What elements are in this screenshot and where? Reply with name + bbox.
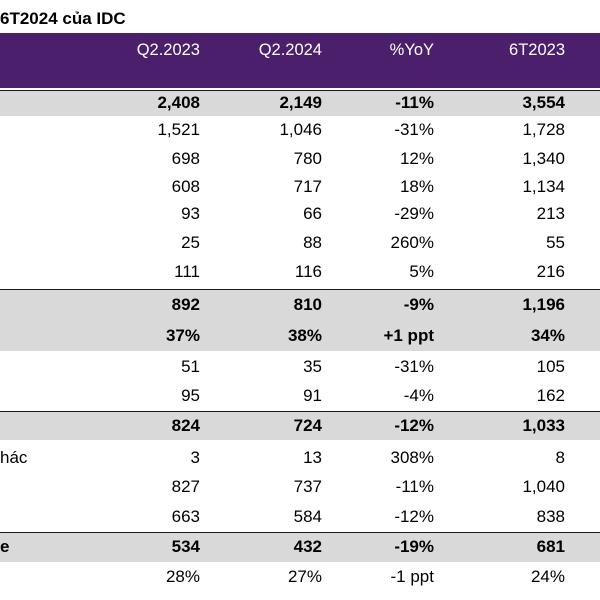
table-cell: 681 xyxy=(536,537,565,556)
table-cell: 308% xyxy=(390,448,434,467)
table-cell: 162 xyxy=(536,386,565,405)
table-cell: -29% xyxy=(394,204,434,223)
table-row: 827 737 -11% 1,040 xyxy=(0,473,600,500)
table-cell: 737 xyxy=(293,477,322,496)
table-cell: 3 xyxy=(190,448,200,467)
table-row: 698 780 12% 1,340 xyxy=(0,145,600,172)
table-cell: 432 xyxy=(293,537,322,556)
table-cell: -9% xyxy=(403,295,434,314)
table-divider xyxy=(0,289,600,290)
table-cell: 717 xyxy=(293,177,322,196)
table-cell: 698 xyxy=(171,149,200,168)
table-cell: 534 xyxy=(171,537,200,556)
header-cell-2: %YoY xyxy=(389,41,434,59)
table-row: 892 810 -9% 1,196 xyxy=(0,290,600,320)
table-cell: -11% xyxy=(395,93,434,112)
table-row: 111 116 5% 216 xyxy=(0,258,600,285)
table-cell: -19% xyxy=(394,537,434,556)
table-cell: 51 xyxy=(181,357,200,376)
table-cell: 2,408 xyxy=(157,93,200,112)
table-cell: 1,134 xyxy=(522,177,565,196)
table-cell: -12% xyxy=(394,416,434,435)
table-divider xyxy=(0,411,600,412)
table-row: 663 584 -12% 838 xyxy=(0,503,600,530)
header-cell-1: Q2.2024 xyxy=(258,41,322,59)
table-cell: 824 xyxy=(171,416,200,435)
table-cell: 5% xyxy=(409,262,434,281)
table-cell: 1,046 xyxy=(279,120,322,139)
table-cell: 34% xyxy=(530,326,565,345)
table-cell: 892 xyxy=(171,295,200,314)
table-row: 28% 27% -1 ppt 24% xyxy=(0,563,600,591)
table-row: 25 88 260% 55 xyxy=(0,229,600,256)
table-cell: 38% xyxy=(287,326,322,345)
table-cell: -11% xyxy=(395,477,434,496)
table-cell: 24% xyxy=(530,567,565,586)
table-row: 1,521 1,046 -31% 1,728 xyxy=(0,117,600,143)
table-cell: 810 xyxy=(293,295,322,314)
table-row: 824 724 -12% 1,033 xyxy=(0,411,600,440)
table-cell: 2,149 xyxy=(279,93,322,112)
row-label: hác xyxy=(0,448,28,467)
table-cell: -4% xyxy=(403,386,434,405)
table-cell: 838 xyxy=(536,507,565,526)
table-cell: 1,340 xyxy=(522,149,565,168)
table-cell: 28% xyxy=(165,567,200,586)
table-cell: 18% xyxy=(399,177,434,196)
table-cell: 91 xyxy=(303,386,322,405)
table-row: 608 717 18% 1,134 xyxy=(0,174,600,200)
table-title: 6T2024 của IDC xyxy=(0,9,126,28)
table-row: 2,408 2,149 -11% 3,554 xyxy=(0,90,600,116)
table-cell: 12% xyxy=(399,149,434,168)
table-row: e 534 432 -19% 681 xyxy=(0,532,600,562)
table-cell: 260% xyxy=(390,233,434,252)
table-cell: 216 xyxy=(536,262,565,281)
table-cell: 95 xyxy=(181,386,200,405)
table-cell: 1,196 xyxy=(522,295,565,314)
table-row: 95 91 -4% 162 xyxy=(0,383,600,409)
table-cell: 55 xyxy=(546,233,565,252)
table-cell: 27% xyxy=(287,567,322,586)
table-row: hác 3 13 308% 8 xyxy=(0,444,600,471)
table-cell: 584 xyxy=(293,507,322,526)
table-cell: 1,033 xyxy=(522,416,565,435)
table-divider xyxy=(0,90,600,91)
table-cell: +1 ppt xyxy=(383,326,434,345)
table-cell: 66 xyxy=(303,204,322,223)
table-header: Q2.2023 Q2.2024 %YoY 6T2023 xyxy=(0,33,600,88)
table-cell: 37% xyxy=(165,326,200,345)
table-row: 93 66 -29% 213 xyxy=(0,201,600,227)
table-cell: 35 xyxy=(303,357,322,376)
table-cell: 780 xyxy=(293,149,322,168)
table-cell: -12% xyxy=(394,507,434,526)
table-row: 37% 38% +1 ppt 34% xyxy=(0,320,600,351)
table-cell: -31% xyxy=(394,357,434,376)
table-cell: 663 xyxy=(171,507,200,526)
table-cell: 88 xyxy=(303,233,322,252)
table-cell: 116 xyxy=(294,262,322,281)
table-cell: 3,554 xyxy=(522,93,565,112)
table-cell: 93 xyxy=(181,204,200,223)
table-cell: -31% xyxy=(394,120,434,139)
table-cell: 111 xyxy=(174,262,200,281)
table-cell: 8 xyxy=(555,448,565,467)
header-cell-0: Q2.2023 xyxy=(136,41,200,59)
table-cell: 724 xyxy=(293,416,322,435)
table-cell: 827 xyxy=(171,477,200,496)
table-cell: -1 ppt xyxy=(390,567,434,586)
table-cell: 1,728 xyxy=(522,120,565,139)
header-cell-3: 6T2023 xyxy=(509,41,565,59)
table-cell: 608 xyxy=(171,177,200,196)
row-label: e xyxy=(0,537,10,556)
table-cell: 13 xyxy=(303,448,322,467)
table-cell: 213 xyxy=(536,204,565,223)
table-divider xyxy=(0,532,600,533)
table-row: 51 35 -31% 105 xyxy=(0,354,600,380)
table-cell: 1,521 xyxy=(157,120,200,139)
table-cell: 105 xyxy=(536,357,565,376)
table-cell: 1,040 xyxy=(522,477,565,496)
table-cell: 25 xyxy=(181,233,200,252)
